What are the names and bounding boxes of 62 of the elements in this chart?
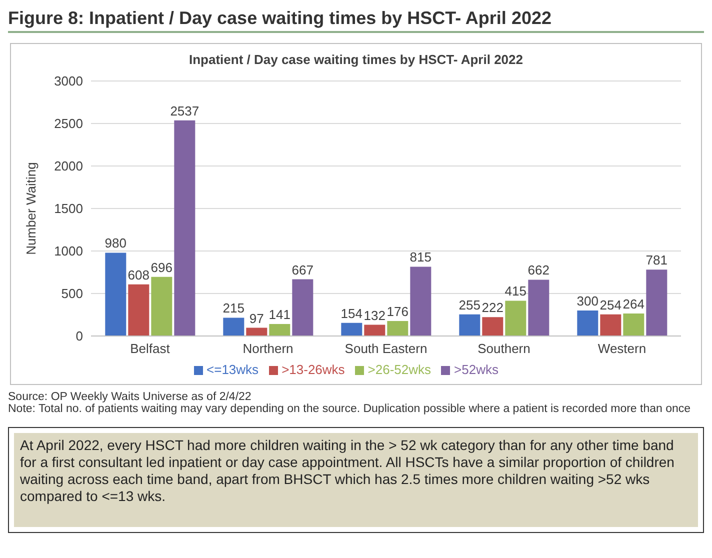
x-tick-label: Southern (478, 341, 530, 356)
data-label: 696 (150, 260, 173, 275)
bar (292, 279, 314, 336)
x-tick-label: Belfast (130, 341, 170, 356)
data-label: 980 (104, 236, 127, 251)
bar (364, 324, 386, 336)
bar (505, 300, 526, 336)
bar (459, 314, 480, 336)
data-label: 415 (504, 284, 527, 299)
bar (600, 314, 622, 336)
bar (246, 328, 268, 336)
legend-label: >26-52wks (368, 362, 432, 377)
data-label: 264 (622, 296, 645, 312)
legend-label: >13-26wks (282, 362, 345, 377)
data-label: 222 (482, 300, 504, 316)
legend-label: >52wks (454, 362, 498, 377)
bar (151, 276, 172, 336)
x-tick-label: South Eastern (344, 341, 428, 356)
y-tick-label: 1000 (54, 244, 83, 259)
legend-label: <=13wks (206, 362, 259, 377)
bar (646, 270, 668, 336)
data-label: 215 (222, 300, 245, 316)
y-axis-title: Number Waiting (24, 162, 39, 255)
data-label: 255 (458, 297, 481, 312)
y-tick-label: 2000 (54, 158, 83, 174)
x-tick-label: Western (598, 341, 646, 356)
data-label: 141 (268, 307, 291, 322)
x-tick-label: Northern (242, 341, 294, 356)
y-tick-label: 0 (76, 328, 83, 344)
text: At April 2022, every HSCT had more children waiting in the > 52 wk category than for any other time band for a first consultant led inpatient or day case appointment. All HSCTs have a similar proportion of children waiting across each time band, apart from BHSCT which has 2.5 times more children waiting >52 wks compared to <=13 wks. (14, 433, 698, 527)
y-tick-label: 500 (61, 286, 83, 302)
chart-title: Figure 8: Inpatient / Day case waiting times by HSCT- April 2022 (8, 8, 704, 33)
data-label: 97 (249, 310, 264, 326)
bar (341, 322, 362, 336)
data-label: 667 (292, 262, 314, 278)
bar (577, 310, 598, 336)
bar (387, 321, 408, 336)
text: Note: Total no. of patients waiting may vary depending on the source. Duplication possible where a patient is recorded more than once (8, 403, 692, 415)
bar (623, 314, 644, 336)
y-tick-label: 2500 (54, 116, 83, 132)
data-label: 608 (128, 267, 150, 282)
data-label: 662 (528, 262, 550, 278)
chart-subtitle: Inpatient / Day case waiting times by HSCT- April 2022 (188, 52, 524, 67)
data-label: 815 (410, 250, 432, 265)
data-label: 132 (364, 308, 386, 323)
bar (528, 280, 550, 336)
data-label: 154 (340, 306, 363, 321)
bar (482, 317, 504, 336)
data-label: 2537 (170, 103, 200, 118)
bar (105, 252, 126, 336)
bar (128, 284, 150, 336)
bar (410, 266, 432, 336)
y-tick-label: 1500 (54, 201, 83, 216)
data-label: 300 (576, 294, 599, 308)
data-label: 176 (386, 304, 409, 320)
bar (174, 120, 196, 336)
data-label: 781 (646, 252, 668, 268)
bar (269, 324, 290, 336)
bar (223, 318, 244, 336)
y-tick-label: 3000 (54, 74, 83, 89)
source-note: Source: OP Weekly Waits Universe as of 2/4/22 (8, 391, 252, 403)
data-label: 254 (600, 297, 622, 312)
